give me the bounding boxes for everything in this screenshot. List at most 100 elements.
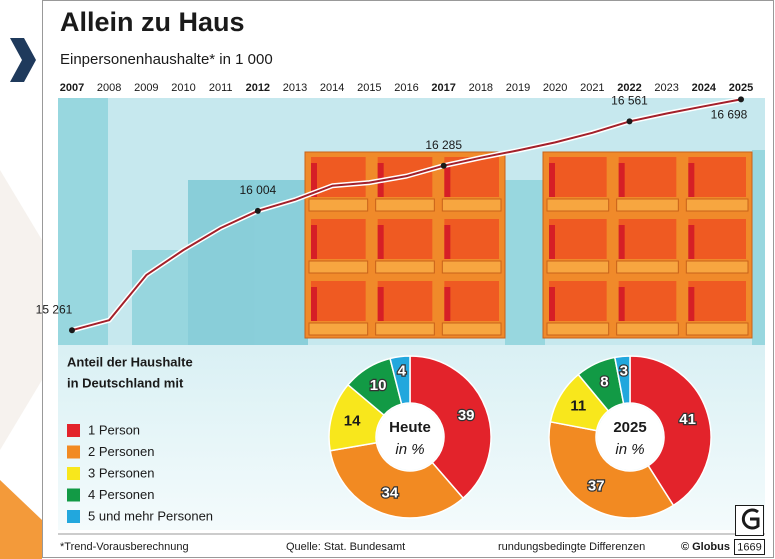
value-label: 11 bbox=[570, 397, 586, 414]
window-red bbox=[377, 225, 384, 259]
window bbox=[688, 219, 746, 259]
balcony bbox=[685, 198, 749, 212]
window bbox=[444, 219, 499, 259]
value-label: 8 bbox=[600, 374, 608, 391]
balcony bbox=[308, 322, 369, 336]
window-red bbox=[688, 225, 695, 259]
legend-title: in Deutschland mit bbox=[67, 375, 184, 390]
donut-hole bbox=[597, 404, 663, 470]
value-label: 34 bbox=[382, 484, 399, 501]
window-red bbox=[549, 163, 555, 197]
x-tick-label: 2025 bbox=[729, 82, 753, 94]
buildings bbox=[58, 98, 765, 345]
x-tick-label: 2021 bbox=[580, 82, 604, 94]
balcony bbox=[375, 198, 435, 212]
window bbox=[377, 219, 433, 259]
value-label: 10 bbox=[370, 377, 387, 394]
x-tick-label: 2008 bbox=[97, 82, 121, 94]
window bbox=[618, 219, 677, 259]
footer-note: *Trend-Vorausberechnung bbox=[60, 541, 189, 553]
x-tick-label: 2017 bbox=[431, 82, 455, 94]
donut-segment bbox=[409, 355, 492, 500]
window-red bbox=[688, 163, 695, 197]
donut-segment bbox=[613, 355, 631, 405]
value-label: 16 004 bbox=[239, 183, 276, 197]
legend-swatch bbox=[67, 424, 80, 437]
window bbox=[549, 281, 607, 321]
point bbox=[738, 96, 744, 103]
window bbox=[549, 157, 607, 197]
legend-swatch bbox=[67, 467, 80, 480]
window-red bbox=[377, 287, 384, 321]
x-tick-label: 2024 bbox=[692, 82, 717, 94]
center-title: Heute bbox=[389, 419, 431, 436]
window-red bbox=[618, 163, 625, 197]
balcony bbox=[685, 260, 749, 274]
x-tick-label: 2018 bbox=[469, 82, 493, 94]
x-tick-label: 2014 bbox=[320, 82, 344, 94]
legend-title: Anteil der Haushalte bbox=[67, 354, 193, 369]
balcony bbox=[616, 260, 679, 274]
balcony bbox=[546, 260, 610, 274]
legend-swatch bbox=[67, 445, 80, 459]
x-tick-label: 2023 bbox=[654, 82, 678, 94]
window-red bbox=[311, 287, 317, 321]
balcony bbox=[308, 198, 369, 212]
legend-label: 2 Personen bbox=[88, 444, 155, 459]
subtitle: Einpersonenhaushalte* in 1 000 bbox=[60, 51, 273, 68]
balcony bbox=[441, 322, 502, 336]
center-title: 2025 bbox=[613, 419, 646, 436]
window-red bbox=[311, 163, 317, 197]
balcony bbox=[441, 198, 502, 212]
window-red bbox=[444, 287, 451, 321]
balcony bbox=[375, 260, 435, 274]
legend-swatch bbox=[67, 488, 80, 502]
footer-source: Quelle: Stat. Bundesamt bbox=[286, 541, 405, 553]
side-shape bbox=[0, 170, 42, 450]
balcony bbox=[616, 198, 679, 212]
point bbox=[69, 327, 75, 334]
window-red bbox=[688, 287, 695, 321]
balcony bbox=[441, 260, 502, 274]
window bbox=[688, 281, 746, 321]
center-subtitle: in % bbox=[395, 441, 424, 458]
window bbox=[377, 281, 433, 321]
x-tick-label: 2015 bbox=[357, 82, 381, 94]
value-label: 16 561 bbox=[611, 94, 648, 108]
side-shape bbox=[0, 480, 42, 559]
donut-segment bbox=[329, 441, 465, 519]
value-label: 4 bbox=[398, 362, 407, 379]
legend-label: 5 und mehr Personen bbox=[88, 508, 213, 523]
balcony bbox=[308, 260, 369, 274]
window bbox=[444, 281, 499, 321]
x-tick-label: 2009 bbox=[134, 82, 158, 94]
donut-segment bbox=[548, 420, 675, 519]
value-label: 39 bbox=[458, 407, 475, 424]
legend-label: 3 Personen bbox=[88, 465, 155, 480]
window-red bbox=[311, 225, 317, 259]
balcony bbox=[546, 198, 610, 212]
value-label: 15 261 bbox=[36, 302, 73, 316]
value-label: 41 bbox=[679, 411, 696, 428]
center-subtitle: in % bbox=[615, 441, 644, 458]
footer-number: 1669 bbox=[737, 541, 761, 553]
window bbox=[549, 219, 607, 259]
window-red bbox=[444, 163, 451, 197]
value-label: 16 285 bbox=[425, 138, 462, 152]
footer-rounding: rundungsbedingte Differenzen bbox=[498, 541, 645, 553]
x-tick-label: 2013 bbox=[283, 82, 307, 94]
balcony bbox=[375, 322, 435, 336]
x-tick-label: 2012 bbox=[246, 82, 270, 94]
x-tick-label: 2007 bbox=[60, 82, 84, 94]
point bbox=[254, 207, 261, 214]
x-tick-label: 2020 bbox=[543, 82, 567, 94]
point bbox=[440, 162, 447, 169]
window bbox=[618, 281, 677, 321]
donut-hole bbox=[377, 404, 443, 470]
x-tick-label: 2011 bbox=[209, 82, 233, 94]
number-box bbox=[734, 539, 765, 555]
window bbox=[618, 157, 677, 197]
footer-brand: © Globus bbox=[681, 541, 730, 553]
title: Allein zu Haus bbox=[60, 7, 245, 37]
